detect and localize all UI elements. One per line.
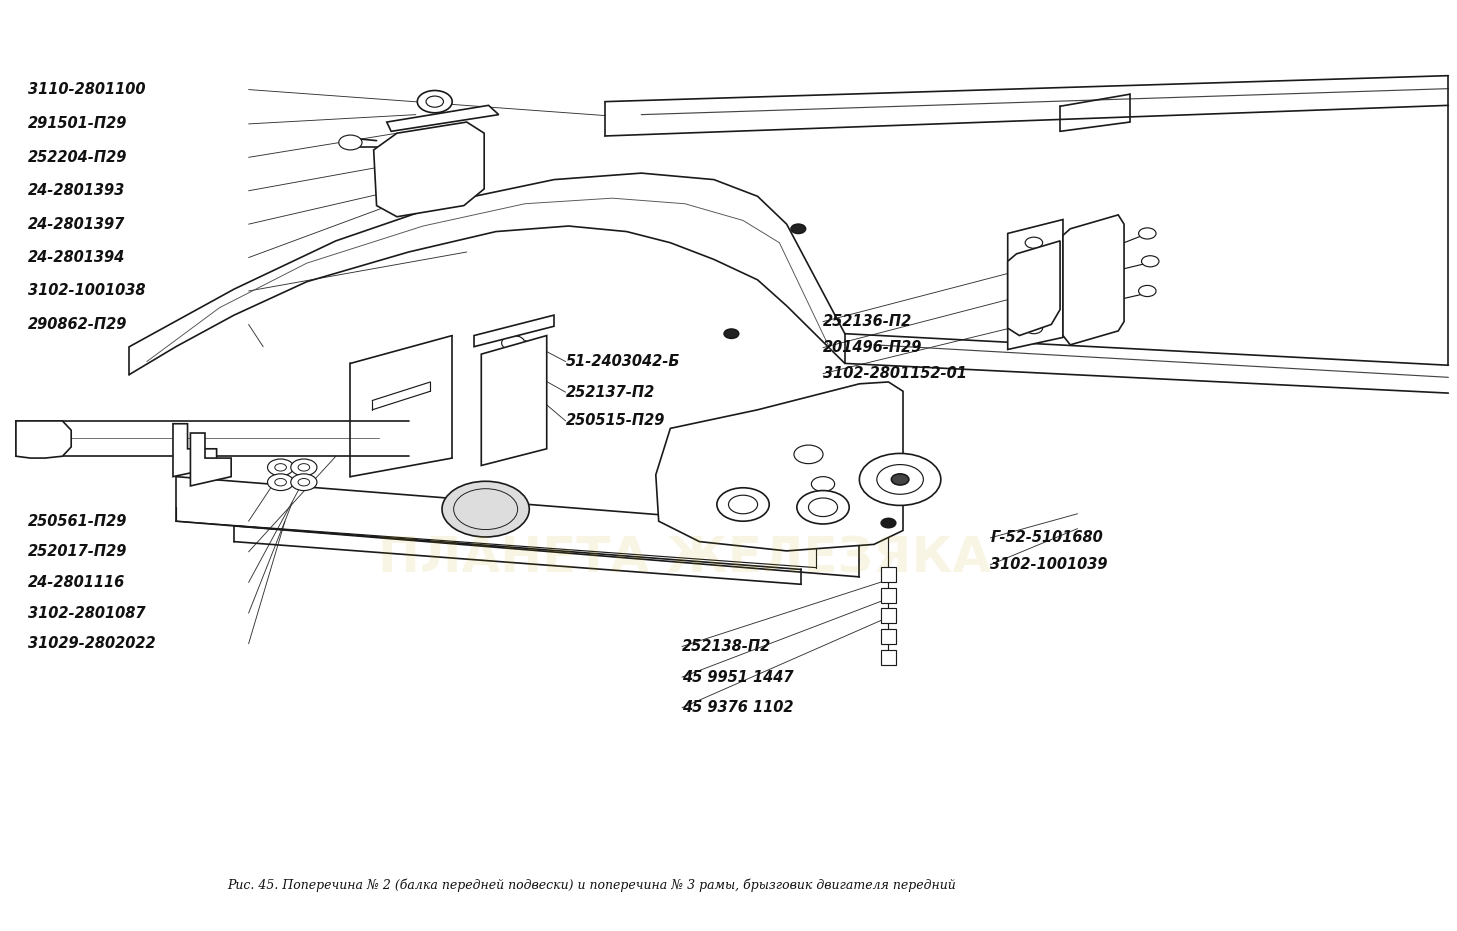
Circle shape bbox=[724, 329, 739, 338]
Text: 252138-П2: 252138-П2 bbox=[682, 639, 771, 654]
Circle shape bbox=[1085, 253, 1106, 266]
Text: 45 9376 1102: 45 9376 1102 bbox=[682, 700, 794, 715]
Circle shape bbox=[501, 376, 525, 391]
Polygon shape bbox=[1008, 241, 1061, 335]
Circle shape bbox=[407, 137, 427, 150]
Bar bbox=[881, 628, 896, 643]
Polygon shape bbox=[191, 433, 232, 486]
Text: 31029-2802022: 31029-2802022 bbox=[28, 636, 156, 651]
Polygon shape bbox=[481, 335, 546, 466]
Text: 290862-П29: 290862-П29 bbox=[28, 317, 127, 332]
Circle shape bbox=[339, 135, 361, 150]
Circle shape bbox=[453, 137, 474, 150]
Text: Рис. 45. Поперечина № 2 (балка передней подвески) и поперечина № 3 рамы, брызгов: Рис. 45. Поперечина № 2 (балка передней … bbox=[227, 878, 956, 892]
Circle shape bbox=[268, 459, 294, 476]
Circle shape bbox=[268, 474, 294, 491]
Polygon shape bbox=[1008, 220, 1064, 349]
Text: 252137-П2: 252137-П2 bbox=[565, 385, 654, 399]
Circle shape bbox=[717, 488, 769, 521]
Text: ПЛАНЕТА ЖЕЛЕЗЯКА: ПЛАНЕТА ЖЕЛЕЗЯКА bbox=[379, 534, 991, 582]
Text: 252136-П2: 252136-П2 bbox=[823, 314, 912, 330]
Circle shape bbox=[794, 445, 823, 464]
Circle shape bbox=[1085, 276, 1106, 289]
Polygon shape bbox=[173, 424, 217, 477]
Text: 250515-П29: 250515-П29 bbox=[565, 413, 664, 428]
Circle shape bbox=[1085, 319, 1106, 332]
Circle shape bbox=[453, 151, 474, 164]
Bar bbox=[881, 567, 896, 582]
Circle shape bbox=[1026, 258, 1043, 269]
Circle shape bbox=[501, 413, 525, 428]
Text: 250561-П29: 250561-П29 bbox=[28, 514, 127, 529]
Circle shape bbox=[1026, 322, 1043, 333]
Circle shape bbox=[881, 519, 896, 528]
Text: 3110-2801100: 3110-2801100 bbox=[28, 82, 146, 97]
Circle shape bbox=[860, 453, 941, 506]
Circle shape bbox=[1026, 295, 1043, 306]
Circle shape bbox=[1026, 277, 1043, 288]
Circle shape bbox=[1026, 237, 1043, 249]
Polygon shape bbox=[373, 122, 484, 217]
Bar bbox=[881, 588, 896, 603]
Circle shape bbox=[812, 477, 835, 492]
Text: 24-2801397: 24-2801397 bbox=[28, 217, 125, 232]
Circle shape bbox=[1141, 256, 1158, 267]
Polygon shape bbox=[474, 315, 554, 346]
Circle shape bbox=[407, 164, 427, 177]
Circle shape bbox=[1138, 286, 1155, 297]
Text: 3102-1001038: 3102-1001038 bbox=[28, 284, 146, 299]
Circle shape bbox=[407, 151, 427, 164]
Circle shape bbox=[501, 335, 525, 350]
Text: 3102-2801087: 3102-2801087 bbox=[28, 605, 146, 621]
Circle shape bbox=[1085, 229, 1106, 242]
Text: 252204-П29: 252204-П29 bbox=[28, 150, 127, 165]
Circle shape bbox=[501, 395, 525, 410]
Bar bbox=[881, 609, 896, 623]
Text: 252017-П29: 252017-П29 bbox=[28, 545, 127, 560]
Text: 3102-2801152-01: 3102-2801152-01 bbox=[823, 366, 967, 381]
Text: 24-2801393: 24-2801393 bbox=[28, 183, 125, 198]
Circle shape bbox=[1138, 228, 1155, 239]
Circle shape bbox=[797, 491, 849, 524]
Polygon shape bbox=[16, 421, 71, 458]
Text: 51-2403042-Б: 51-2403042-Б bbox=[565, 354, 680, 369]
Text: 3102-1001039: 3102-1001039 bbox=[991, 558, 1107, 573]
Text: 291501-П29: 291501-П29 bbox=[28, 116, 127, 131]
Circle shape bbox=[291, 474, 318, 491]
Circle shape bbox=[1085, 302, 1106, 314]
Circle shape bbox=[291, 459, 318, 476]
Text: 24-2801394: 24-2801394 bbox=[28, 250, 125, 265]
Circle shape bbox=[453, 164, 474, 177]
Bar bbox=[881, 650, 896, 665]
Circle shape bbox=[441, 481, 529, 537]
Circle shape bbox=[417, 90, 452, 113]
Text: Г-52-5101680: Г-52-5101680 bbox=[991, 531, 1103, 546]
Circle shape bbox=[1026, 311, 1043, 322]
Circle shape bbox=[791, 224, 806, 234]
Text: 45 9951 1447: 45 9951 1447 bbox=[682, 669, 794, 684]
Text: 201496-П29: 201496-П29 bbox=[823, 340, 922, 355]
Circle shape bbox=[501, 356, 525, 371]
Polygon shape bbox=[386, 105, 498, 131]
Text: 24-2801116: 24-2801116 bbox=[28, 575, 125, 590]
Polygon shape bbox=[656, 382, 903, 551]
Circle shape bbox=[892, 474, 909, 485]
Polygon shape bbox=[1064, 215, 1123, 344]
